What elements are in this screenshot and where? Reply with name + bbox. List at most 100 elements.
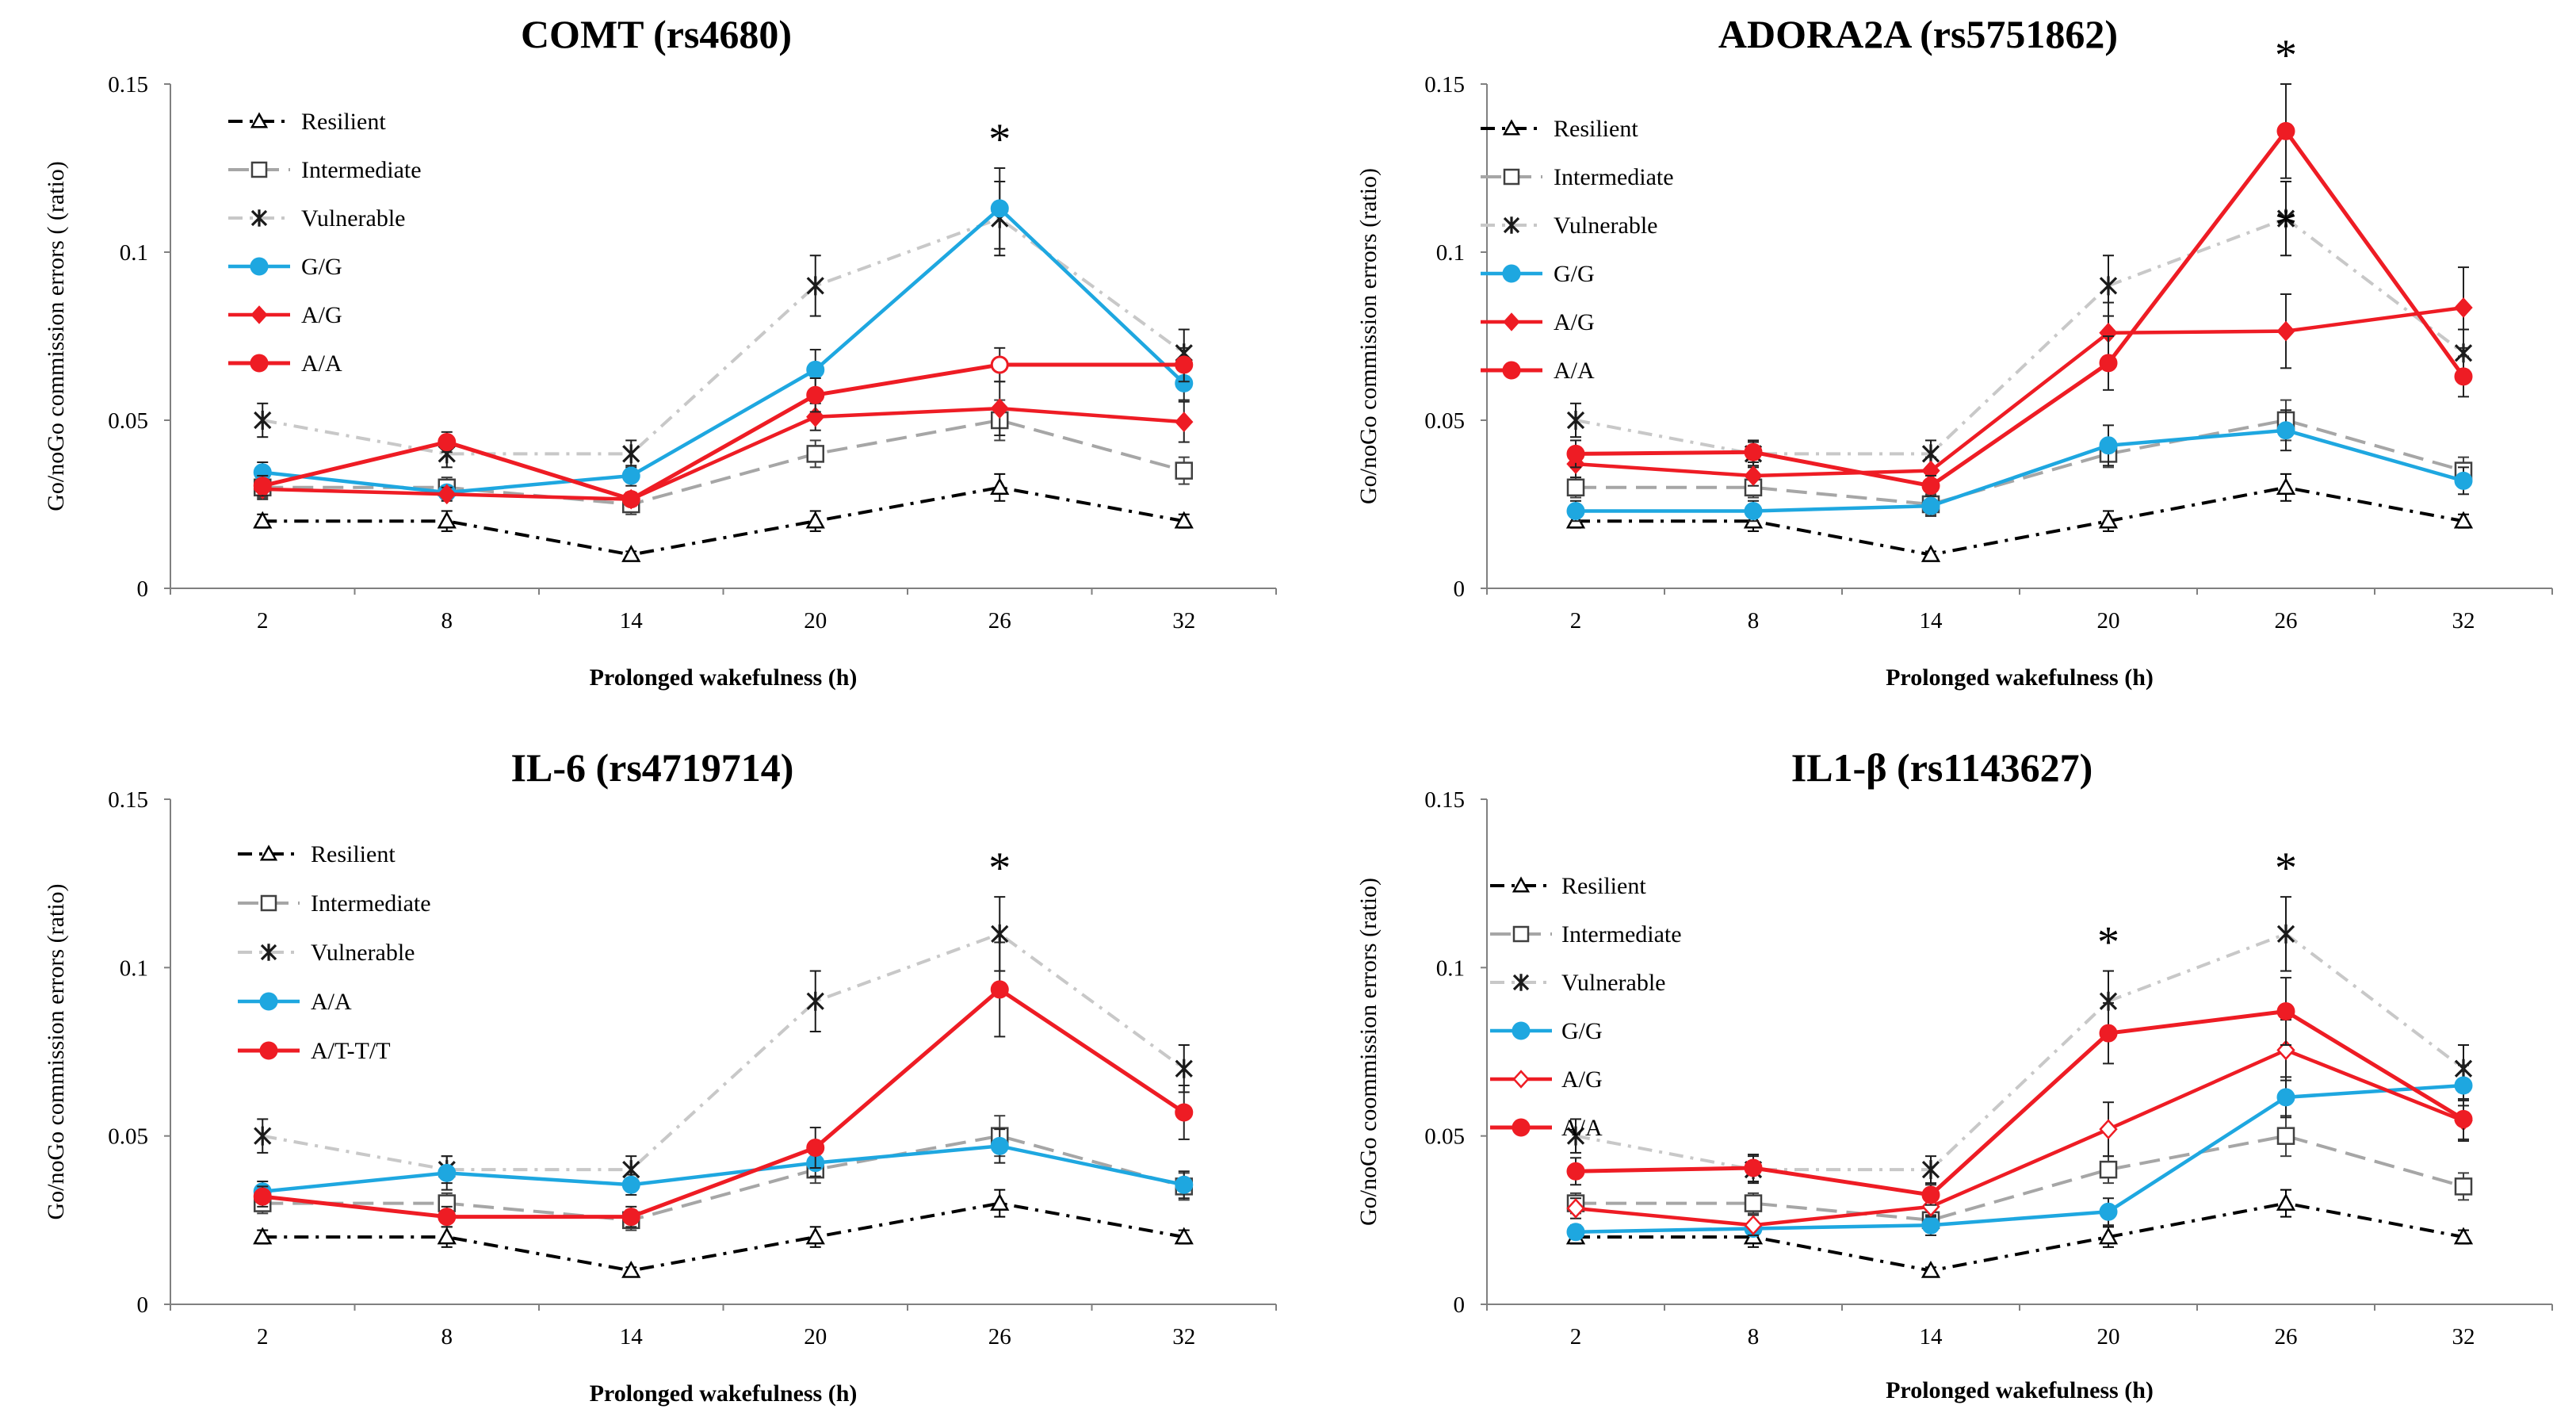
- data-point: [990, 980, 1009, 999]
- data-point: [621, 1208, 640, 1227]
- legend-item: Intermediate: [1490, 921, 1682, 948]
- series-line: [1575, 1009, 2465, 1197]
- y-tick-label: 0.15: [1424, 787, 1465, 813]
- data-point: [806, 1139, 825, 1158]
- data-point: [2454, 1109, 2473, 1128]
- series-a-a: [1566, 83, 2473, 497]
- legend-label: A/G: [1561, 1066, 1603, 1093]
- legend-swatch-marker: [250, 305, 268, 324]
- data-point: [1744, 501, 1763, 520]
- legend-item: Intermediate: [238, 890, 431, 917]
- data-point: [1921, 1260, 1941, 1278]
- series-a-a: [253, 1128, 1194, 1203]
- y-tick-label: 0.15: [108, 787, 148, 813]
- data-point: [1175, 461, 1193, 480]
- legend-item: A/G: [228, 302, 342, 328]
- data-point: [2454, 1076, 2473, 1095]
- data-point: [2099, 436, 2118, 455]
- legend-swatch-marker: [1502, 361, 1521, 380]
- data-point: [2276, 924, 2295, 944]
- data-point: [2276, 421, 2295, 440]
- data-point: [805, 1227, 825, 1245]
- chart-title: ADORA2A (rs5751862): [1718, 12, 2118, 56]
- legend: Resilient Intermediate Vulnerable G/G A/G A/A: [1481, 116, 1674, 384]
- data-point: [1921, 477, 1940, 496]
- data-point: [1921, 1160, 1940, 1180]
- legend: Resilient Intermediate Vulnerable G/G A/G A/A: [1490, 873, 1682, 1141]
- x-tick-label: 20: [804, 1324, 827, 1350]
- data-point: [621, 1175, 640, 1194]
- data-point: [1744, 465, 1763, 486]
- data-point: [806, 991, 824, 1011]
- x-tick-label: 20: [2097, 1324, 2120, 1350]
- legend-item: Vulnerable: [1490, 970, 1665, 996]
- significance-star: *: [2275, 844, 2297, 893]
- data-point: [1921, 496, 1940, 515]
- legend-item: A/A: [228, 350, 342, 377]
- chart-panel-2: ADORA2A (rs5751862) Go/noGo commission er…: [1355, 12, 2553, 691]
- data-point: [2099, 1160, 2118, 1179]
- series-line: [1576, 485, 2464, 557]
- data-point: [2453, 1227, 2474, 1245]
- series-line: [1576, 1201, 2464, 1273]
- legend-item: A/A: [1481, 358, 1595, 384]
- data-point: [1566, 1162, 1585, 1181]
- data-point: [1566, 444, 1585, 463]
- y-axis-label: Go/noGo commission errors (ratio): [1355, 168, 1382, 504]
- y-tick-label: 0.15: [108, 72, 148, 98]
- data-point: [2276, 1088, 2295, 1107]
- data-point: [1744, 1215, 1763, 1236]
- data-point: [2276, 1002, 2295, 1021]
- data-point: [1174, 1227, 1194, 1245]
- data-point: [1175, 355, 1194, 374]
- data-point: [806, 445, 824, 463]
- data-point: [438, 433, 457, 452]
- legend-swatch-marker: [1512, 974, 1530, 991]
- data-point: [621, 466, 640, 485]
- legend-label: Intermediate: [1554, 164, 1674, 190]
- significance-star: *: [2275, 31, 2297, 80]
- series-line: [1575, 128, 2466, 488]
- x-tick-label: 14: [1920, 608, 1943, 634]
- x-tick-label: 2: [257, 608, 269, 634]
- data-point: [990, 398, 1009, 419]
- legend-label: A/T-T/T: [311, 1038, 391, 1064]
- data-point: [990, 355, 1009, 374]
- y-tick-label: 0: [1454, 576, 1466, 602]
- data-point: [2276, 1127, 2295, 1145]
- series-a-a: [1566, 977, 2473, 1206]
- legend-label: A/A: [1561, 1115, 1603, 1141]
- data-point: [621, 1260, 641, 1278]
- data-point: [2098, 511, 2119, 529]
- x-tick-label: 8: [441, 608, 453, 634]
- significance-star: *: [2097, 918, 2119, 967]
- data-point: [1566, 501, 1585, 520]
- data-point: [2099, 1024, 2118, 1043]
- y-axis-label: Go/noGo commission errors ( (ratio): [43, 161, 69, 511]
- data-point: [2276, 209, 2295, 228]
- data-point: [2276, 121, 2295, 140]
- data-point: [622, 444, 640, 464]
- data-point: [1566, 411, 1585, 430]
- legend-item: A/G: [1490, 1066, 1603, 1093]
- chart-title: COMT (rs4680): [521, 12, 792, 56]
- legend-swatch-marker: [1503, 216, 1520, 234]
- data-point: [438, 1208, 457, 1227]
- data-point: [2098, 1227, 2119, 1245]
- x-tick-label: 32: [1172, 1324, 1195, 1350]
- series-line: [262, 1134, 1185, 1222]
- legend-label: A/G: [1554, 309, 1595, 335]
- data-point: [437, 511, 457, 529]
- data-point: [2453, 511, 2474, 529]
- legend-label: Intermediate: [301, 157, 422, 183]
- series-line: [262, 485, 1185, 557]
- legend-swatch-marker: [259, 1041, 278, 1060]
- x-tick-label: 2: [257, 1324, 269, 1350]
- legend-swatch-marker: [1512, 1118, 1531, 1137]
- legend-item: A/T-T/T: [238, 1038, 391, 1064]
- x-tick-label: 32: [2452, 1324, 2475, 1350]
- data-point: [1921, 545, 1941, 562]
- legend-swatch-marker: [1503, 312, 1520, 331]
- series-line: [1575, 305, 2464, 478]
- data-point: [253, 1227, 273, 1245]
